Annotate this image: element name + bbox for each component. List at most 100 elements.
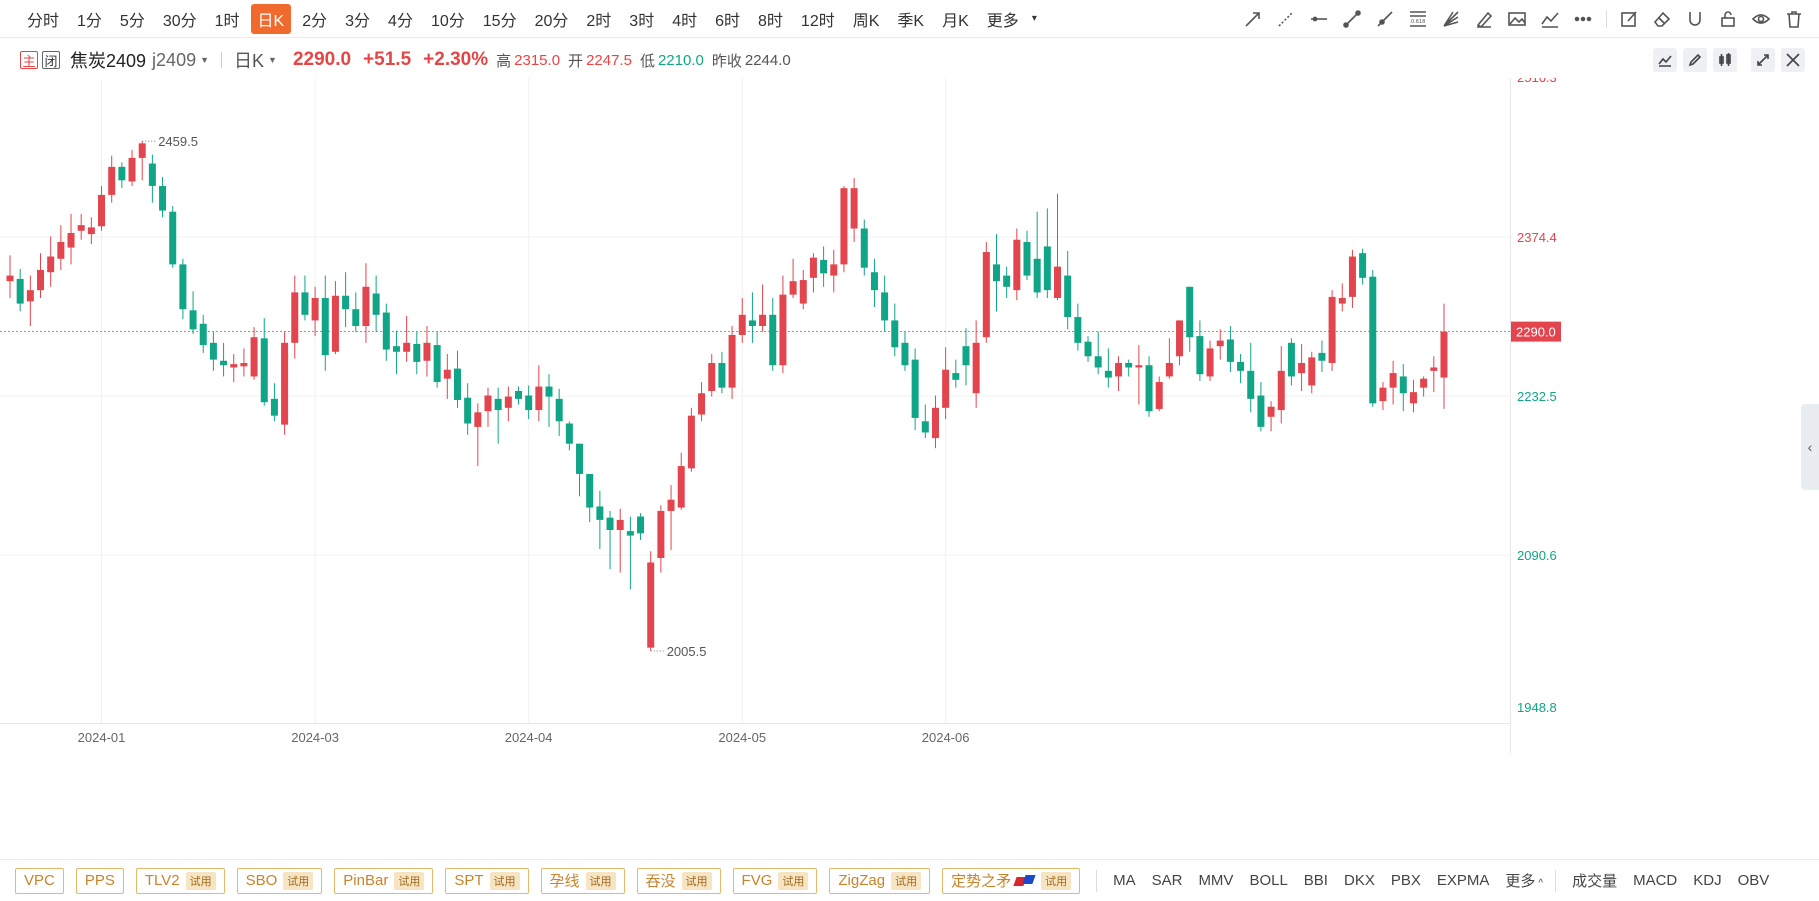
brush-icon[interactable] bbox=[1473, 8, 1495, 30]
x-tick-label: 2024-05 bbox=[718, 730, 766, 745]
candle-type-icon[interactable] bbox=[1713, 48, 1737, 72]
strategy-chip[interactable]: VPC bbox=[15, 867, 64, 894]
strategy-chip[interactable]: 吞没 试用 bbox=[636, 867, 721, 894]
expand-icon[interactable] bbox=[1751, 48, 1775, 72]
period-3[interactable]: 30分 bbox=[162, 12, 197, 30]
candle-body bbox=[6, 275, 14, 282]
period-16[interactable]: 8时 bbox=[758, 12, 783, 30]
fullscreen-icon[interactable] bbox=[1781, 48, 1805, 72]
fibonacci-icon[interactable]: 0.618 bbox=[1407, 8, 1429, 30]
indicator-0[interactable]: MA bbox=[1113, 872, 1136, 889]
period-0[interactable]: 分时 bbox=[27, 12, 60, 30]
strategy-chip[interactable]: SPT 试用 bbox=[445, 867, 529, 894]
y-tick-label: 1948.8 bbox=[1517, 700, 1557, 715]
image-icon[interactable] bbox=[1506, 8, 1528, 30]
period-11[interactable]: 20分 bbox=[534, 12, 569, 30]
candle-body bbox=[698, 393, 706, 415]
pencil-icon[interactable] bbox=[1683, 48, 1707, 72]
strategy-chip[interactable]: 孕线 试用 bbox=[540, 867, 625, 894]
period-2[interactable]: 5分 bbox=[119, 12, 145, 30]
horizontal-line-icon[interactable] bbox=[1308, 8, 1330, 30]
eye-icon[interactable] bbox=[1750, 8, 1772, 30]
period-13[interactable]: 3时 bbox=[629, 12, 655, 30]
period-21[interactable]: 更多 bbox=[986, 12, 1019, 30]
period-6[interactable]: 2分 bbox=[302, 12, 328, 30]
candle-body bbox=[1338, 297, 1346, 304]
indicator-8[interactable]: 更多 ^ bbox=[1505, 873, 1544, 890]
strategy-chip[interactable]: ZigZag 试用 bbox=[829, 867, 931, 894]
indicator-2[interactable]: MMV bbox=[1198, 872, 1234, 889]
candle-body bbox=[647, 562, 655, 648]
period-18[interactable]: 周K bbox=[852, 12, 880, 30]
candle-body bbox=[26, 290, 34, 302]
indicator-7[interactable]: EXPMA bbox=[1436, 872, 1490, 889]
period-10[interactable]: 15分 bbox=[482, 12, 517, 30]
candle-body bbox=[860, 228, 868, 268]
symbol-code-selector[interactable]: j2409 bbox=[152, 49, 197, 70]
magnet-icon[interactable] bbox=[1684, 8, 1706, 30]
period-14[interactable]: 4时 bbox=[672, 12, 698, 30]
arrow-line-icon[interactable] bbox=[1242, 8, 1264, 30]
trash-icon[interactable] bbox=[1783, 8, 1805, 30]
dashed-line-icon[interactable] bbox=[1275, 8, 1297, 30]
period-8[interactable]: 4分 bbox=[388, 12, 413, 30]
candle-body bbox=[525, 395, 533, 411]
candle-body bbox=[718, 362, 726, 388]
candle-body bbox=[1420, 378, 1428, 388]
period-19[interactable]: 季K bbox=[897, 12, 925, 30]
period-5[interactable]: 日K bbox=[250, 3, 292, 34]
kline-chart-area[interactable]: 2516.3 2374.4 2232.5 2090.6 1948.8 2024-01 202… bbox=[0, 78, 1819, 859]
indicator-6[interactable]: PBX bbox=[1390, 872, 1421, 889]
sub-indicator-0[interactable]: 成交量 bbox=[1572, 873, 1618, 890]
candle-body bbox=[138, 143, 146, 158]
chevron-left-icon[interactable]: ‹ bbox=[1801, 404, 1819, 490]
chevron-down-icon[interactable]: ▼ bbox=[200, 55, 210, 65]
strategy-chip[interactable]: PinBar 试用 bbox=[334, 867, 434, 894]
chevron-down-icon[interactable]: ▼ bbox=[268, 55, 277, 65]
period-15[interactable]: 6时 bbox=[715, 12, 741, 30]
kline-chart[interactable]: 2516.3 2374.4 2232.5 2090.6 1948.8 2024-01 202… bbox=[0, 78, 1819, 859]
candle-body bbox=[1287, 342, 1295, 377]
candle-body bbox=[1430, 367, 1438, 371]
chart-style-icon[interactable] bbox=[1653, 48, 1677, 72]
segment-icon[interactable] bbox=[1341, 8, 1363, 30]
indicator-4[interactable]: BBI bbox=[1303, 872, 1328, 889]
sub-indicator-1[interactable]: MACD bbox=[1633, 872, 1678, 889]
chevron-down-icon[interactable]: ▾ bbox=[1031, 13, 1037, 24]
strategy-chip[interactable]: TLV2 试用 bbox=[135, 867, 225, 894]
indicator-3[interactable]: BOLL bbox=[1249, 872, 1288, 889]
indicator-1[interactable]: SAR bbox=[1151, 872, 1183, 889]
candle-body bbox=[372, 293, 380, 315]
trend-icon[interactable] bbox=[1539, 8, 1561, 30]
more-dots-icon[interactable] bbox=[1572, 8, 1594, 30]
eraser-icon[interactable] bbox=[1651, 8, 1673, 30]
period-9[interactable]: 10分 bbox=[430, 12, 465, 30]
period-4[interactable]: 1时 bbox=[214, 12, 240, 30]
strategy-chip[interactable]: SBO 试用 bbox=[236, 867, 323, 894]
fan-icon[interactable] bbox=[1440, 8, 1462, 30]
strategy-chip[interactable]: PPS bbox=[75, 867, 124, 894]
strategy-chip[interactable]: 定势之矛 试用 bbox=[942, 867, 1081, 894]
note-icon[interactable] bbox=[1618, 8, 1640, 30]
candle-body bbox=[1328, 296, 1336, 363]
divider bbox=[1096, 869, 1098, 892]
period-12[interactable]: 2时 bbox=[586, 12, 612, 30]
chevron-up-icon[interactable]: ^ bbox=[1538, 878, 1544, 889]
indicator-5[interactable]: DKX bbox=[1343, 872, 1375, 889]
candle-body bbox=[657, 510, 665, 558]
interval-selector[interactable]: 日K bbox=[234, 51, 265, 71]
period-17[interactable]: 12时 bbox=[800, 12, 835, 30]
period-7[interactable]: 3分 bbox=[345, 12, 371, 30]
candle-body bbox=[433, 345, 441, 383]
strategy-chip[interactable]: FVG 试用 bbox=[732, 867, 818, 894]
y-tick-label: 2090.6 bbox=[1517, 548, 1557, 563]
y-tick-label: 2516.3 bbox=[1517, 78, 1557, 85]
sub-indicator-3[interactable]: OBV bbox=[1737, 872, 1770, 889]
candle-body bbox=[606, 517, 614, 530]
ray-icon[interactable] bbox=[1374, 8, 1396, 30]
sub-indicator-2[interactable]: KDJ bbox=[1693, 872, 1722, 889]
candle-body bbox=[494, 398, 502, 411]
period-20[interactable]: 月K bbox=[942, 12, 969, 30]
lock-icon[interactable] bbox=[1717, 8, 1739, 30]
period-1[interactable]: 1分 bbox=[77, 12, 102, 30]
